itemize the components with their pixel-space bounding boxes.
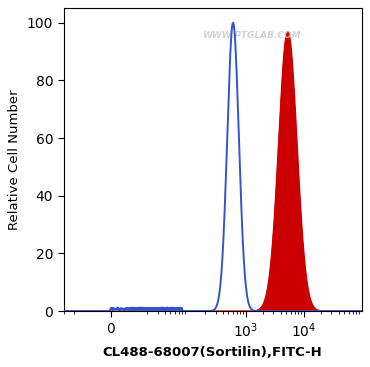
Y-axis label: Relative Cell Number: Relative Cell Number [9,90,21,230]
Text: WWW.PTGLAB.COM: WWW.PTGLAB.COM [202,31,301,40]
X-axis label: CL488-68007(Sortilin),FITC-H: CL488-68007(Sortilin),FITC-H [103,346,323,359]
